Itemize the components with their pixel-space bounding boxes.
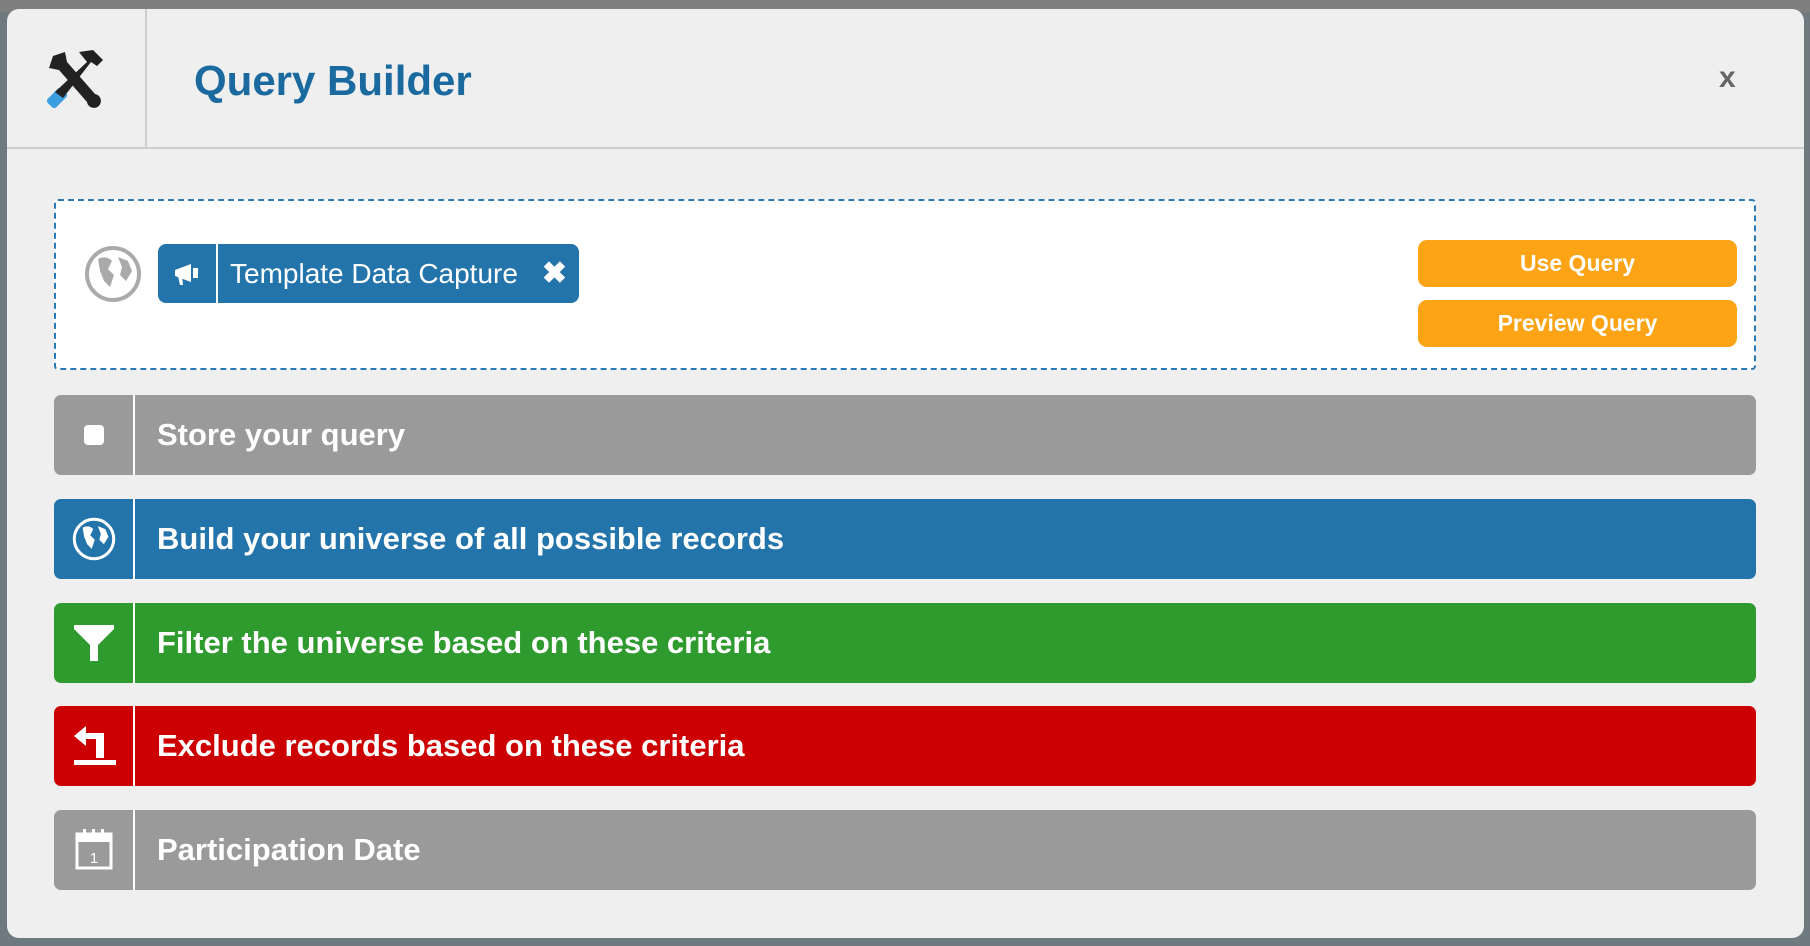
funnel-icon [54, 603, 135, 683]
modal-header: Query Builder x [7, 9, 1804, 149]
chip-label: Template Data Capture [230, 257, 518, 289]
section-label: Exclude records based on these criteria [157, 728, 745, 763]
page-title: Query Builder [194, 57, 472, 104]
return-arrow-icon [54, 706, 135, 786]
preview-query-button[interactable]: Preview Query [1418, 300, 1737, 347]
section-filter-universe[interactable]: Filter the universe based on these crite… [54, 603, 1756, 683]
section-label: Participation Date [157, 832, 421, 867]
globe-icon [84, 245, 142, 308]
calendar-icon: 1 [54, 810, 135, 890]
chip-remove-icon[interactable]: ✖ [541, 257, 567, 290]
query-chip: Template Data Capture ✖ [158, 244, 579, 303]
square-icon [54, 395, 135, 475]
section-label: Store your query [157, 417, 406, 452]
use-query-button[interactable]: Use Query [1418, 240, 1737, 287]
query-builder-modal: Query Builder x Template Data Capture ✖ … [7, 9, 1804, 938]
section-participation-date[interactable]: 1 Participation Date [54, 810, 1756, 890]
svg-text:1: 1 [89, 850, 97, 867]
tools-icon [7, 9, 147, 149]
globe-icon [54, 499, 135, 579]
close-button[interactable]: x [1719, 61, 1736, 94]
query-summary-box: Template Data Capture ✖ Use Query Previe… [54, 199, 1756, 370]
section-label: Build your universe of all possible reco… [157, 521, 785, 556]
megaphone-icon [158, 244, 218, 303]
section-build-universe[interactable]: Build your universe of all possible reco… [54, 499, 1756, 579]
section-store-query[interactable]: Store your query [54, 395, 1756, 475]
section-label: Filter the universe based on these crite… [157, 625, 771, 660]
section-exclude-records[interactable]: Exclude records based on these criteria [54, 706, 1756, 786]
